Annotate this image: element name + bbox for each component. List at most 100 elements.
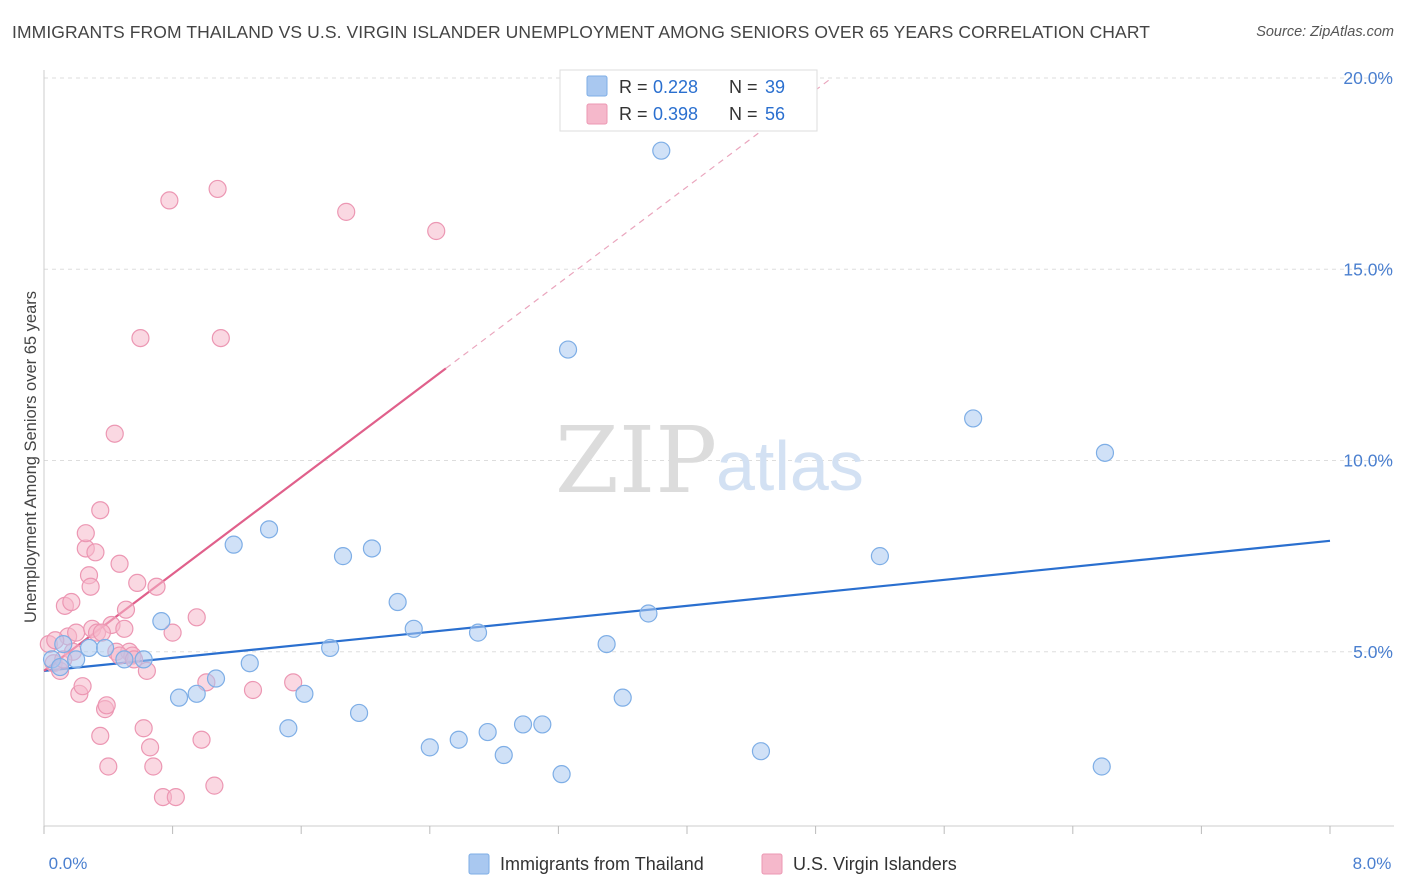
y-tick-label: 10.0% [1343,451,1393,471]
point-virgin-islanders [243,680,263,700]
y-axis-label: Unemployment Among Seniors over 65 years [22,291,40,623]
point-thailand [597,634,616,654]
bottom-legend-label-pink: U.S. Virgin Islanders [793,854,957,874]
point-virgin-islanders [163,623,182,642]
point-virgin-islanders [211,329,230,348]
point-thailand [67,650,86,669]
source-label: Source: ZipAtlas.com [1256,24,1394,40]
point-virgin-islanders [115,619,134,638]
legend-r-label-pink: R = [619,104,653,124]
y-tick-label: 15.0% [1343,259,1393,279]
point-thailand [449,730,468,749]
point-thailand [751,742,771,761]
point-thailand [513,715,533,734]
point-thailand [362,539,382,558]
point-virgin-islanders [105,424,124,443]
legend-swatch-blue [586,75,608,97]
point-thailand [613,688,632,707]
y-tick-label: 5.0% [1353,642,1393,662]
point-virgin-islanders [110,554,129,573]
point-thailand [224,535,243,554]
point-thailand [1095,443,1115,462]
legend-r-value-blue: 0.228 [653,77,698,97]
trend-line-thailand [43,539,1331,672]
trend-line-virgin-islanders-extrapolated [445,77,833,369]
point-virgin-islanders [208,179,227,199]
point-virgin-islanders [192,730,211,749]
point-virgin-islanders [144,757,163,776]
legend-r-value-pink: 0.398 [653,104,698,124]
point-virgin-islanders [116,600,136,619]
point-thailand [1092,757,1111,776]
chart-title: IMMIGRANTS FROM THAILAND VS U.S. VIRGIN … [12,22,1151,42]
point-thailand [388,592,407,612]
point-virgin-islanders [337,202,356,221]
point-thailand [79,638,99,658]
trend-lines [43,77,1331,672]
series-us-virgin-islanders [39,179,446,807]
y-tick-labels: 5.0% 10.0% 15.0% 20.0% [1343,68,1393,662]
bottom-legend-label-blue: Immigrants from Thailand [500,854,704,874]
point-thailand [50,657,70,677]
point-virgin-islanders [97,696,116,715]
point-virgin-islanders [140,738,160,757]
point-virgin-islanders [427,221,446,241]
point-virgin-islanders [99,757,118,776]
point-thailand [321,638,340,658]
point-virgin-islanders [92,623,111,642]
point-virgin-islanders [134,719,153,738]
x-tick-marks [43,826,1331,834]
watermark-atlas: atlas [716,427,864,505]
point-virgin-islanders [91,501,110,520]
legend-n-label-blue: N = [729,77,763,97]
legend-n-value-blue: 39 [765,77,785,97]
point-thailand [134,650,153,669]
point-thailand [468,623,488,642]
bottom-legend: Immigrants from Thailand U.S. Virgin Isl… [468,853,957,875]
point-virgin-islanders [73,677,92,696]
point-thailand [652,141,671,160]
point-virgin-islanders [166,787,185,807]
point-thailand [333,547,353,566]
point-virgin-islanders [62,592,81,612]
legend: R = 0.228 N = 39 R = 0.398 N = 56 [559,69,818,132]
point-thailand [169,688,189,707]
grid-lines [44,77,1394,653]
point-thailand [478,722,497,742]
point-virgin-islanders [160,191,179,210]
point-thailand [349,703,369,723]
point-thailand [533,715,552,734]
legend-n-label-pink: N = [729,104,763,124]
point-virgin-islanders [81,577,100,596]
point-thailand [152,612,171,631]
bottom-legend-swatch-blue [468,853,490,875]
legend-swatch-pink [586,103,608,125]
point-virgin-islanders [187,608,206,627]
point-virgin-islanders [205,776,224,795]
point-virgin-islanders [91,726,110,746]
point-thailand [240,654,259,673]
x-tick-label-min: 0.0% [49,854,88,873]
point-thailand [187,684,206,703]
point-thailand [279,719,298,738]
point-virgin-islanders [131,329,150,348]
point-thailand [558,340,578,359]
point-thailand [295,684,314,703]
legend-r-label-blue: R = [619,77,653,97]
point-virgin-islanders [76,524,95,543]
point-thailand [420,738,439,757]
point-thailand [964,409,983,428]
series-immigrants-thailand [42,141,1115,784]
point-thailand [639,604,658,623]
bottom-legend-swatch-pink [761,853,783,875]
legend-n-value-pink: 56 [765,104,785,124]
point-virgin-islanders [128,573,147,593]
point-thailand [552,765,571,784]
point-thailand [54,634,73,654]
watermark: ZIP atlas [555,407,864,514]
y-tick-label: 20.0% [1343,68,1393,88]
point-thailand [404,619,423,638]
point-thailand [115,650,134,669]
point-thailand [259,520,279,539]
